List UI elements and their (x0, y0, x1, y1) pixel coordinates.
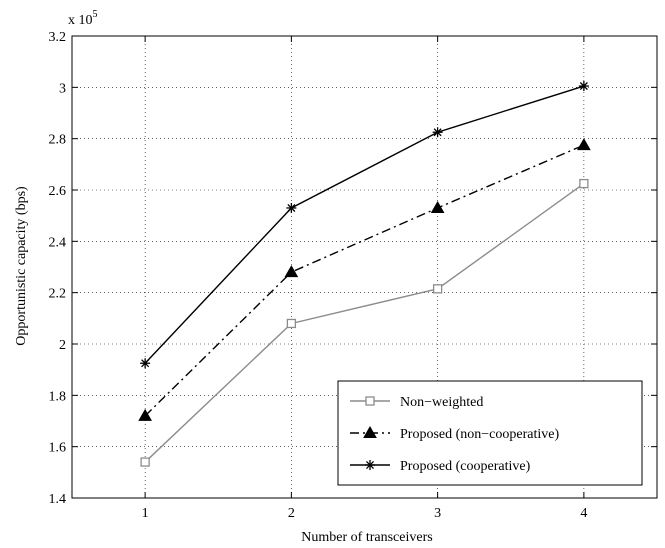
data-point (140, 358, 151, 369)
data-point (579, 178, 589, 189)
data-point (284, 265, 299, 278)
y-tick-label: 2.8 (49, 133, 67, 148)
data-point (432, 127, 443, 138)
marker-stroke (366, 461, 374, 469)
y-tick-label: 1.4 (49, 492, 67, 507)
data-point (286, 202, 297, 213)
x-tick-label: 4 (580, 506, 587, 521)
series-line (144, 183, 585, 463)
series-3 (140, 81, 589, 369)
series-layer (138, 81, 591, 467)
legend-label: Proposed (cooperative) (400, 459, 531, 474)
legend-label: Proposed (non−cooperative) (400, 427, 559, 442)
axes: 1 2 3 4 1.4 1.6 1.8 2 2.2 2.4 2.6 2.8 3 3.2 (49, 30, 657, 521)
data-point (286, 318, 297, 329)
y-axis-label: Opportunistic capacity (bps) (14, 186, 29, 346)
series-2 (138, 138, 591, 421)
y-tick-label: 2.2 (49, 287, 67, 302)
y-tick-label: 2 (59, 338, 66, 353)
data-point (577, 138, 591, 151)
data-point (432, 284, 443, 294)
marker-stroke (287, 203, 296, 212)
legend-marker (365, 396, 375, 406)
y-tick-label: 1.8 (49, 389, 67, 404)
y-axis-multiplier: x 105 (68, 9, 98, 28)
x-tick-label: 1 (142, 506, 149, 521)
y-tick-label: 3.2 (49, 30, 67, 45)
y-tick-label: 3 (59, 81, 66, 96)
marker-stroke (579, 82, 588, 91)
data-point (430, 200, 445, 213)
data-point (140, 457, 150, 467)
x-axis-label: Number of transceivers (301, 530, 432, 545)
plot-frame (71, 35, 658, 499)
marker-stroke (433, 128, 442, 137)
series-1 (140, 178, 589, 467)
legend: Non−weighted Proposed (non−cooperative) Pr… (337, 380, 643, 486)
legend-item: Non−weighted (350, 395, 483, 410)
y-tick-label: 1.6 (49, 441, 67, 456)
marker-stroke (141, 359, 150, 368)
series-line (144, 85, 585, 364)
legend-label: Non−weighted (400, 395, 483, 410)
data-point (578, 81, 589, 92)
y-axis-multiplier-exponent: 5 (93, 9, 98, 20)
legend-marker (363, 425, 377, 438)
x-tick-label: 3 (434, 506, 441, 521)
x-tick-label: 2 (288, 506, 295, 521)
series-line (144, 144, 585, 417)
legend-item: Proposed (non−cooperative) (350, 425, 559, 442)
y-tick-label: 2.4 (49, 235, 67, 250)
legend-marker (365, 460, 375, 470)
y-tick-label: 2.6 (49, 184, 67, 199)
legend-item: Proposed (cooperative) (350, 459, 531, 474)
data-point (138, 408, 152, 421)
